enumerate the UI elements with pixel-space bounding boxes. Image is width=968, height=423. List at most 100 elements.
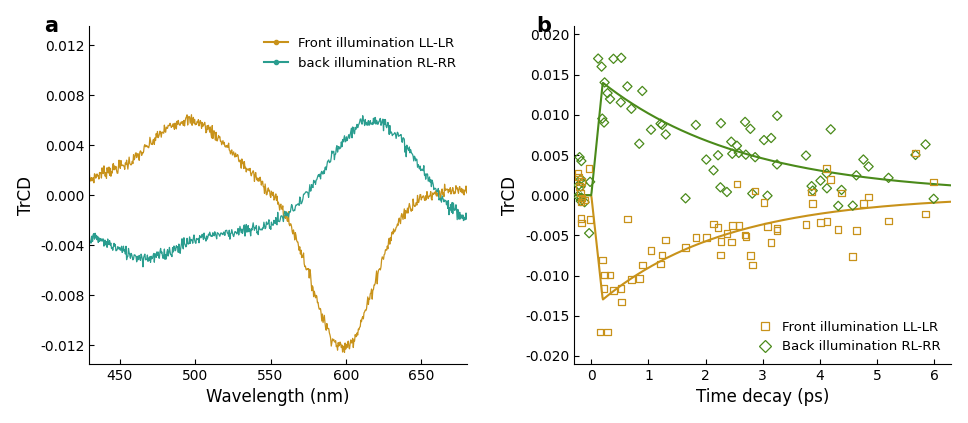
Y-axis label: TrCD: TrCD (501, 176, 520, 215)
Point (635, 88, 650, 94)
Point (918, 141, 933, 148)
Point (760, 223, 775, 230)
Point (635, 262, 650, 269)
Y-axis label: TrCD: TrCD (16, 176, 35, 215)
Point (723, 239, 739, 245)
Point (658, 236, 674, 243)
Point (597, 79, 613, 86)
Point (631, 140, 647, 147)
Point (573, 215, 589, 222)
Point (738, 232, 753, 239)
Point (678, 195, 693, 202)
Point (597, 272, 613, 278)
Point (926, 179, 942, 186)
Point (861, 193, 876, 200)
Point (738, 233, 753, 240)
Point (644, 247, 659, 254)
Point (573, 176, 589, 182)
Point (819, 218, 834, 225)
Point (731, 222, 746, 229)
Point (572, 154, 588, 161)
Point (613, 286, 628, 292)
Point (574, 220, 590, 226)
Point (770, 161, 785, 168)
Text: b: b (536, 16, 552, 36)
Point (918, 211, 933, 217)
Point (593, 63, 609, 70)
Point (678, 244, 693, 251)
X-axis label: Wavelength (nm): Wavelength (nm) (206, 388, 349, 407)
Point (631, 275, 647, 282)
Point (573, 183, 589, 190)
Point (614, 55, 629, 61)
Point (724, 151, 740, 157)
Point (583, 216, 598, 223)
Point (742, 252, 758, 259)
Point (756, 137, 771, 143)
Point (747, 187, 763, 194)
Point (823, 126, 838, 133)
Point (729, 181, 744, 187)
Point (658, 131, 674, 138)
Point (908, 151, 923, 158)
Point (699, 156, 714, 163)
Point (594, 115, 610, 122)
Point (819, 165, 834, 172)
Point (596, 119, 612, 126)
Point (719, 189, 735, 195)
Point (654, 121, 670, 128)
Point (738, 118, 753, 125)
Point (620, 215, 635, 222)
Point (712, 252, 728, 258)
Point (845, 202, 861, 209)
Point (614, 298, 629, 305)
Point (623, 276, 639, 283)
Point (711, 152, 726, 159)
Point (881, 218, 896, 225)
Point (574, 178, 590, 185)
Point (738, 151, 753, 158)
Legend: Front illumination LL-LR, back illumination RL-RR: Front illumination LL-LR, back illuminat… (259, 33, 460, 74)
Point (706, 167, 721, 174)
Point (594, 256, 610, 263)
Point (620, 83, 635, 90)
Point (570, 170, 586, 176)
Point (764, 239, 779, 246)
Point (573, 190, 589, 197)
Point (731, 149, 746, 156)
Point (805, 187, 821, 194)
Point (845, 253, 861, 260)
X-axis label: Time decay (ps): Time decay (ps) (696, 388, 830, 407)
Point (573, 198, 589, 204)
Point (590, 55, 606, 62)
Point (729, 143, 744, 149)
Point (606, 55, 621, 62)
Point (819, 170, 834, 177)
Point (654, 252, 670, 258)
Point (606, 287, 621, 294)
Point (713, 120, 729, 126)
Point (908, 150, 923, 157)
Point (724, 222, 740, 229)
Point (849, 227, 864, 234)
Point (613, 99, 628, 106)
Point (760, 192, 775, 199)
Point (572, 183, 588, 190)
Point (699, 234, 714, 241)
Point (742, 126, 758, 132)
Point (856, 156, 871, 163)
Point (849, 172, 864, 179)
Point (712, 184, 728, 191)
Point (577, 197, 592, 203)
Point (756, 199, 771, 206)
Point (719, 230, 735, 237)
Point (711, 224, 726, 231)
Point (600, 90, 616, 96)
Point (723, 138, 739, 145)
Point (823, 176, 838, 183)
Legend: Front illumination LL-LR, Back illumination RL-RR: Front illumination LL-LR, Back illuminat… (754, 317, 945, 357)
Point (770, 113, 785, 119)
Point (770, 225, 785, 232)
Point (571, 173, 587, 180)
Point (803, 183, 819, 190)
